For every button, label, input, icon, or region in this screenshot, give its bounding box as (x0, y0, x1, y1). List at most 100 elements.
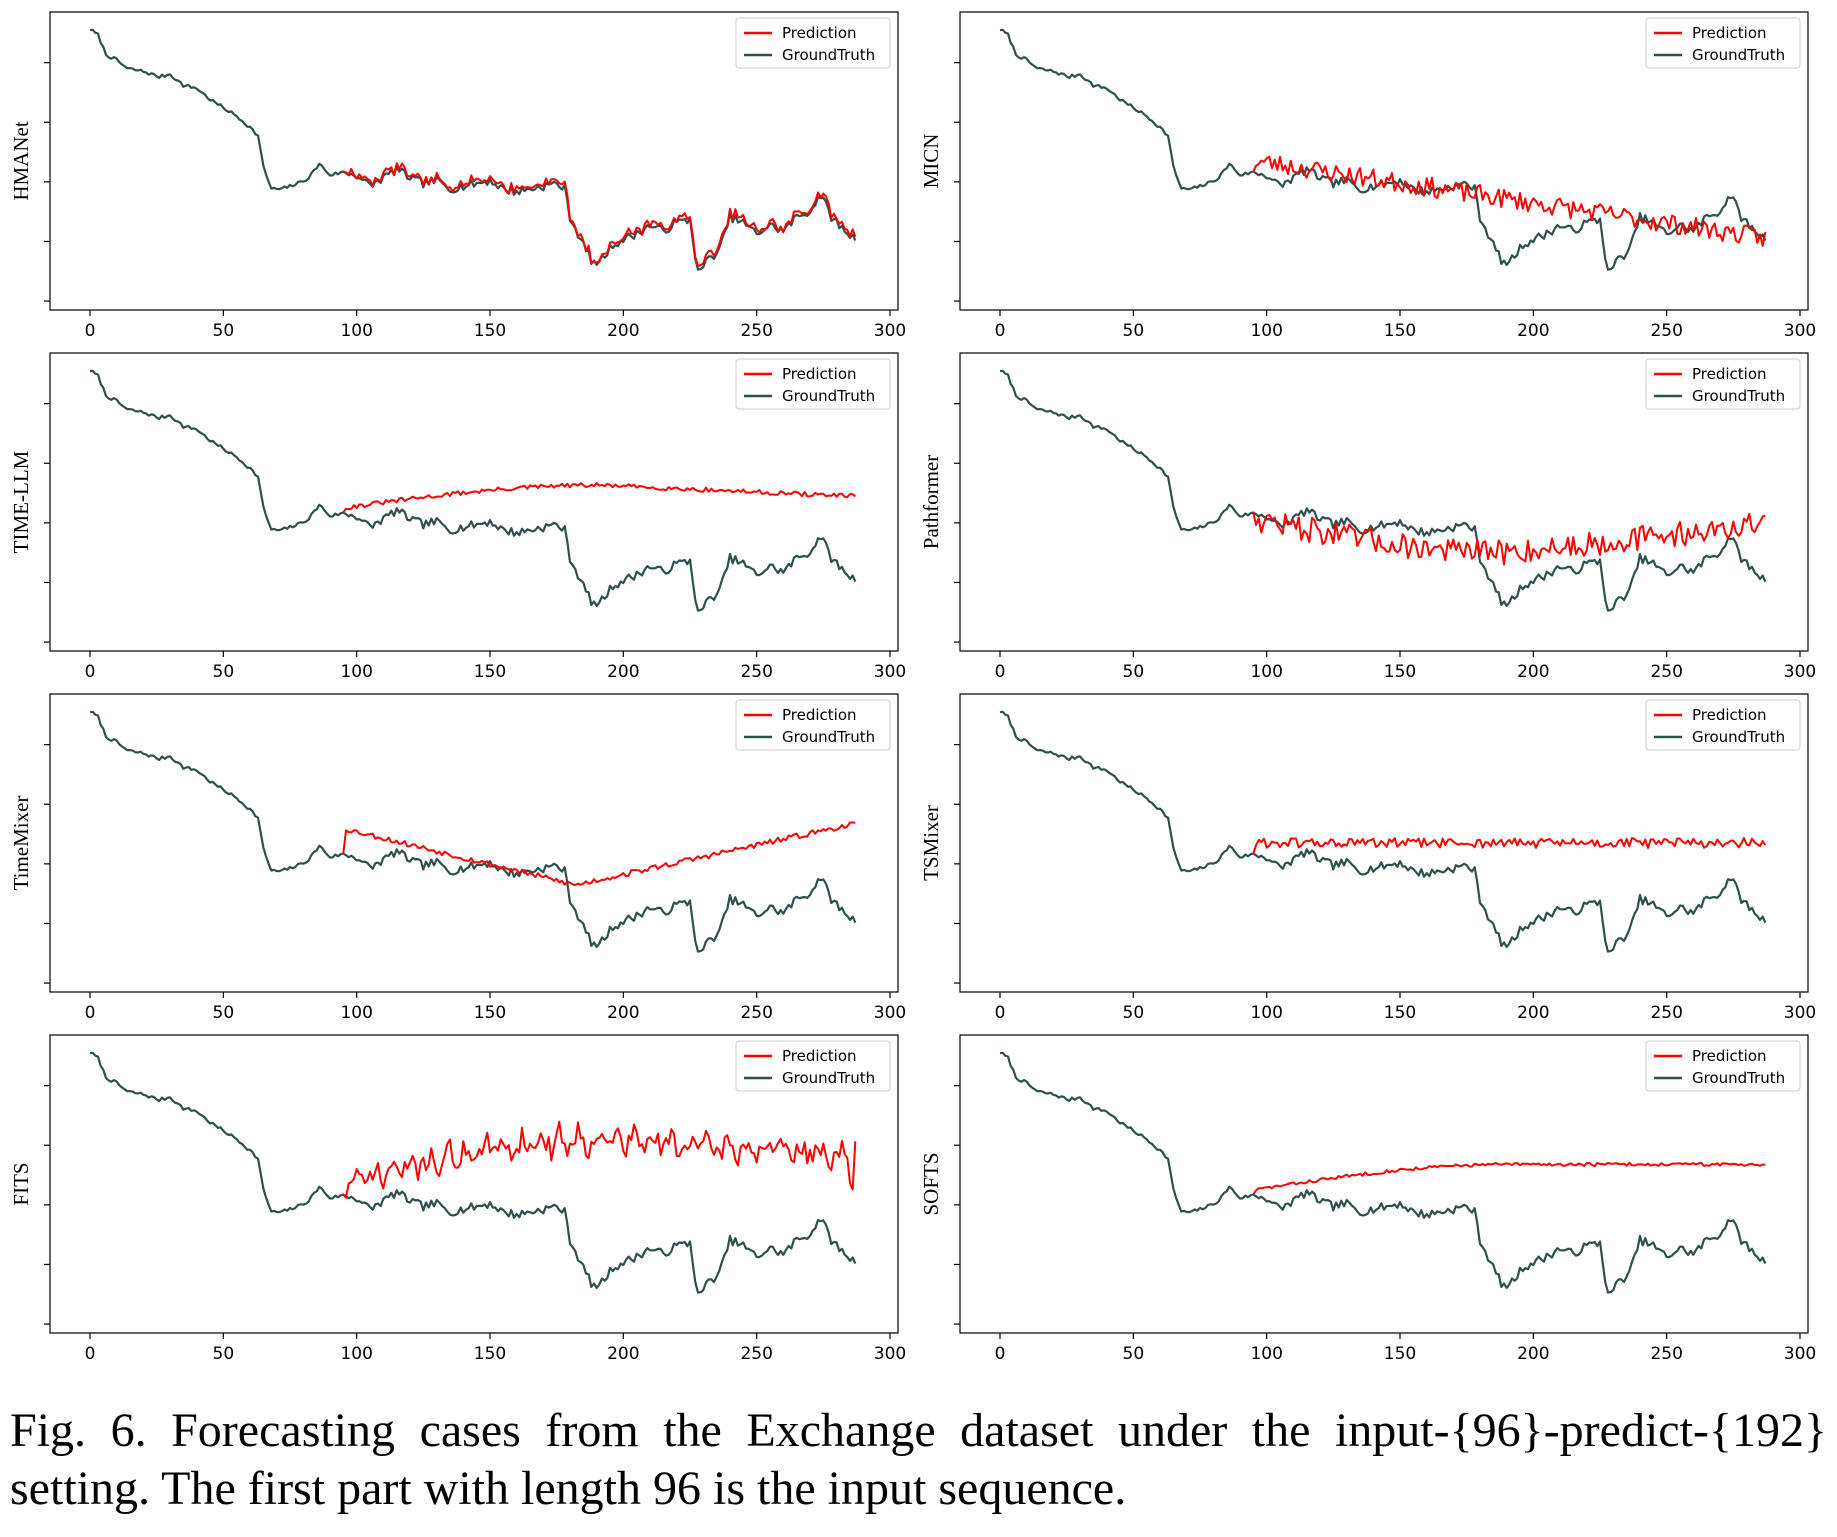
x-tick-label: 100 (340, 1344, 372, 1364)
legend: Prediction GroundTruth (1645, 699, 1801, 751)
legend-label: Prediction (1692, 365, 1767, 383)
legend-label: Prediction (782, 24, 857, 42)
x-tick-label: 300 (874, 662, 906, 682)
x-tick-label: 250 (1650, 1003, 1682, 1023)
x-tick-label: 150 (474, 1003, 506, 1023)
legend-label: GroundTruth (1692, 387, 1785, 405)
series-line-groundtruth (999, 369, 1767, 612)
legend-box (1645, 699, 1801, 751)
legend-box (735, 1040, 891, 1092)
x-tick-label: 50 (213, 662, 235, 682)
legend-label: Prediction (782, 1047, 857, 1065)
chart-svg: 0 50 100 150 200 250 300 TimeMixer Prediction Gro… (9, 693, 906, 1023)
chart-svg: 0 50 100 150 200 250 300 TSMixer Prediction Groun… (919, 693, 1816, 1023)
series-line-prediction (342, 1120, 857, 1199)
legend-box (735, 699, 891, 751)
x-tick-label: 200 (607, 321, 639, 341)
x-tick-label: 250 (740, 1003, 772, 1023)
x-tick-label: 150 (474, 1344, 506, 1364)
subplot-pathformer: 0 50 100 150 200 250 300 Pathformer Prediction Gr… (910, 341, 1816, 682)
legend-box (1645, 358, 1801, 410)
chart-svg: 0 50 100 150 200 250 300 Pathformer Prediction Gr… (919, 352, 1816, 682)
axes-frame (959, 352, 1809, 652)
x-tick-label: 0 (995, 1003, 1006, 1023)
x-tick-label: 300 (1784, 321, 1816, 341)
x-tick-label: 200 (607, 1344, 639, 1364)
x-tick-label: 200 (1517, 1003, 1549, 1023)
axes-frame (959, 11, 1809, 311)
x-tick-label: 100 (1250, 1344, 1282, 1364)
legend-label: GroundTruth (782, 728, 875, 746)
x-tick-label: 0 (85, 1003, 96, 1023)
x-tick-label: 0 (995, 1344, 1006, 1364)
series-line-prediction (1252, 155, 1767, 247)
series-line-prediction (342, 482, 856, 514)
legend: Prediction GroundTruth (735, 358, 891, 410)
x-tick-label: 0 (85, 662, 96, 682)
figure-caption: Fig. 6. Forecasting cases from the Excha… (10, 1404, 1827, 1515)
legend: Prediction GroundTruth (1645, 358, 1801, 410)
series-line-prediction (342, 162, 857, 268)
legend-label: Prediction (1692, 706, 1767, 724)
chart-svg: 0 50 100 150 200 250 300 TIME-LLM Prediction Grou… (9, 352, 906, 682)
x-tick-label: 150 (1384, 662, 1416, 682)
chart-svg: 0 50 100 150 200 250 300 FITS Prediction GroundTr… (9, 1034, 906, 1364)
x-tick-label: 150 (474, 662, 506, 682)
series-line-groundtruth (89, 710, 857, 953)
x-tick-label: 300 (1784, 1344, 1816, 1364)
y-axis-label: HMANet (9, 121, 33, 200)
x-tick-label: 50 (213, 1003, 235, 1023)
x-tick-label: 250 (740, 321, 772, 341)
y-axis-label: FITS (9, 1162, 33, 1205)
legend-label: GroundTruth (1692, 728, 1785, 746)
series-line-prediction (1252, 837, 1767, 854)
subplot-timemixer: 0 50 100 150 200 250 300 TimeMixer Prediction Gro… (0, 682, 906, 1023)
x-tick-label: 150 (1384, 1003, 1416, 1023)
axes-frame (49, 1034, 899, 1334)
x-tick-label: 0 (85, 321, 96, 341)
x-tick-label: 0 (995, 321, 1006, 341)
x-tick-label: 300 (1784, 662, 1816, 682)
x-tick-label: 100 (340, 662, 372, 682)
series-line-prediction (1252, 512, 1766, 566)
y-axis-label: TIME-LLM (9, 450, 33, 553)
x-tick-label: 250 (1650, 1344, 1682, 1364)
subplot-micn: 0 50 100 150 200 250 300 MICN Prediction GroundTr… (910, 0, 1816, 341)
axes-frame (959, 1034, 1809, 1334)
x-tick-label: 0 (85, 1344, 96, 1364)
legend-label: GroundTruth (1692, 1069, 1785, 1087)
y-axis-label: MICN (919, 134, 943, 189)
legend: Prediction GroundTruth (1645, 1040, 1801, 1092)
x-tick-label: 100 (1250, 662, 1282, 682)
legend-box (735, 17, 891, 69)
legend-label: GroundTruth (782, 1069, 875, 1087)
subplot-hmanet: 0 50 100 150 200 250 300 HMANet Prediction Ground… (0, 0, 906, 341)
x-tick-label: 150 (474, 321, 506, 341)
x-tick-label: 150 (1384, 321, 1416, 341)
x-tick-label: 200 (607, 1003, 639, 1023)
legend: Prediction GroundTruth (735, 699, 891, 751)
x-tick-label: 150 (1384, 1344, 1416, 1364)
legend-label: Prediction (782, 706, 857, 724)
subplot-softs: 0 50 100 150 200 250 300 SOFTS Prediction GroundT… (910, 1023, 1816, 1364)
x-tick-label: 50 (1123, 1344, 1145, 1364)
x-tick-label: 300 (874, 1344, 906, 1364)
legend: Prediction GroundTruth (1645, 17, 1801, 69)
y-axis-label: TimeMixer (9, 796, 33, 891)
x-tick-label: 100 (1250, 1003, 1282, 1023)
series-line-groundtruth (89, 369, 857, 612)
axes-frame (959, 693, 1809, 993)
x-tick-label: 250 (1650, 321, 1682, 341)
series-line-prediction (1252, 1161, 1766, 1196)
x-tick-label: 100 (340, 321, 372, 341)
x-tick-label: 200 (607, 662, 639, 682)
series-line-prediction (342, 821, 856, 886)
chart-svg: 0 50 100 150 200 250 300 HMANet Prediction Ground… (9, 11, 906, 341)
x-tick-label: 100 (1250, 321, 1282, 341)
legend-label: Prediction (1692, 1047, 1767, 1065)
x-tick-label: 0 (995, 662, 1006, 682)
subplot-fits: 0 50 100 150 200 250 300 FITS Prediction GroundTr… (0, 1023, 906, 1364)
x-tick-label: 250 (740, 1344, 772, 1364)
x-tick-label: 100 (340, 1003, 372, 1023)
